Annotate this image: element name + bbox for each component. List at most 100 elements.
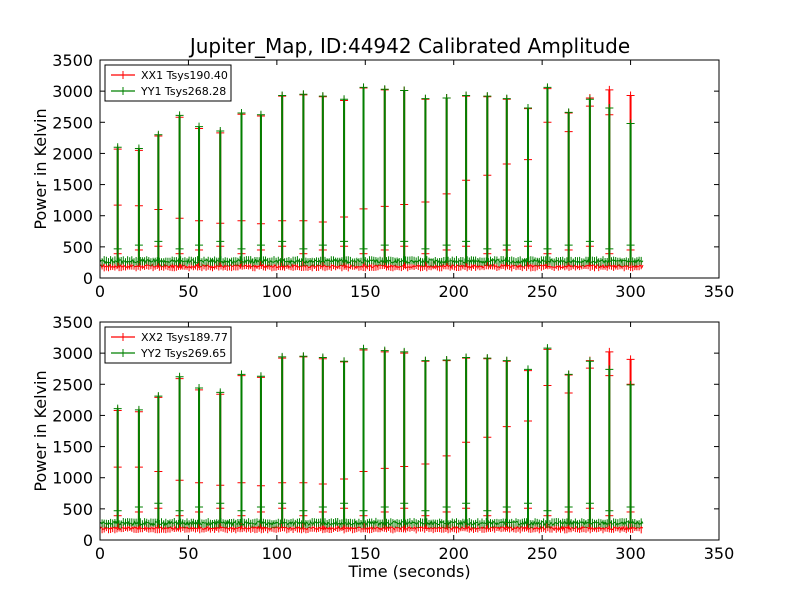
peak-marker [278, 352, 287, 361]
x-tick-label: 350 [704, 544, 735, 563]
peak-marker [154, 130, 163, 139]
peak-marker [154, 392, 163, 401]
axes-frame [99, 59, 720, 279]
peak-marker [626, 355, 635, 364]
peak-marker [626, 119, 635, 128]
peak-marker [175, 372, 184, 381]
peak-marker [400, 347, 409, 356]
peak-marker [256, 372, 265, 381]
peak-marker [299, 90, 308, 99]
peak-marker [318, 92, 327, 101]
peak-marker [421, 356, 430, 365]
y-tick-label: 2000 [52, 406, 93, 425]
y-tick-label: 3500 [52, 51, 93, 70]
peak-marker [278, 91, 287, 100]
x-tick-label: 300 [615, 282, 646, 301]
peak-marker [195, 122, 204, 131]
legend-label: YY1 Tsys268.28 [140, 85, 226, 98]
peak-marker [237, 370, 246, 379]
x-tick-label: 0 [95, 544, 105, 563]
peak-marker [134, 144, 143, 153]
peak-marker [564, 370, 573, 379]
peak-marker [462, 91, 471, 100]
peak-marker [605, 347, 614, 356]
legend-box [104, 326, 232, 364]
legend-box [104, 64, 232, 102]
x-tick-label: 200 [438, 282, 469, 301]
x-tick-label: 250 [527, 282, 558, 301]
y-tick-label: 3000 [52, 344, 93, 363]
peak-marker [380, 85, 389, 94]
peak-marker [442, 93, 451, 102]
peak-marker [216, 388, 225, 397]
x-tick-label: 100 [262, 544, 293, 563]
y-tick-label: 0 [83, 269, 93, 288]
y-tick-label: 2500 [52, 375, 93, 394]
legend: XX1 Tsys190.40 YY1 Tsys268.28 [104, 64, 232, 102]
x-tick-label: 300 [615, 544, 646, 563]
peak-marker [421, 94, 430, 103]
peak-marker [256, 110, 265, 119]
y-tick-label: 1500 [52, 176, 93, 195]
peak-marker [585, 357, 594, 366]
top-subplot: 0 50 100 150 200 250 300 3500500100015002000250… [31, 51, 734, 301]
x-tick-label: 200 [438, 544, 469, 563]
peak-marker [543, 344, 552, 353]
peak-marker [175, 111, 184, 120]
x-axis-label: Time (seconds) [347, 562, 470, 581]
peak-marker [626, 91, 635, 100]
y-tick-label: 3500 [52, 313, 93, 332]
peak-marker [318, 353, 327, 362]
legend-label: XX1 Tsys190.40 [141, 69, 228, 82]
y-tick-label: 0 [83, 531, 93, 550]
peak-marker [237, 108, 246, 117]
x-tick-label: 0 [95, 282, 105, 301]
peak-marker [134, 405, 143, 414]
peak-marker [605, 103, 614, 112]
x-tick-label: 150 [350, 282, 381, 301]
y-tick-label: 1000 [52, 207, 93, 226]
legend: XX2 Tsys189.77 YY2 Tsys269.65 [104, 326, 232, 364]
peak-marker [299, 352, 308, 361]
legend-label: XX2 Tsys189.77 [141, 331, 228, 344]
peak-marker [523, 103, 532, 112]
y-tick-label: 500 [62, 500, 93, 519]
y-tick-label: 2000 [52, 144, 93, 163]
peak-marker [113, 404, 122, 413]
peak-marker [605, 365, 614, 374]
x-tick-label: 50 [178, 544, 198, 563]
peak-marker [626, 380, 635, 389]
legend-label: YY2 Tsys269.65 [140, 347, 226, 360]
peak-marker [195, 384, 204, 393]
peak-marker [359, 344, 368, 353]
peak-marker [400, 86, 409, 95]
peak-marker [340, 95, 349, 104]
peak-marker [442, 355, 451, 364]
y-axis-label: Power in Kelvin [31, 370, 50, 491]
x-tick-label: 50 [178, 282, 198, 301]
peak-marker [502, 356, 511, 365]
y-tick-label: 2500 [52, 113, 93, 132]
peak-marker [359, 83, 368, 92]
peak-marker [605, 85, 614, 94]
axes-frame [99, 321, 720, 541]
y-tick-label: 3000 [52, 82, 93, 101]
peak-marker [113, 143, 122, 152]
peak-marker [462, 353, 471, 362]
chart-title: Jupiter_Map, ID:44942 Calibrated Amplitu… [188, 34, 630, 58]
peak-marker [543, 83, 552, 92]
y-tick-label: 1000 [52, 469, 93, 488]
peak-marker [523, 365, 532, 374]
x-tick-label: 350 [704, 282, 735, 301]
peak-marker [502, 94, 511, 103]
y-axis-label: Power in Kelvin [31, 108, 50, 229]
bottom-subplot: 0 50 100 150 200 250 300 3500500100015002000250… [31, 313, 734, 581]
peak-marker [585, 95, 594, 104]
peak-marker [380, 346, 389, 355]
series-2 [99, 83, 644, 267]
peak-marker [340, 357, 349, 366]
peak-marker [564, 108, 573, 117]
y-tick-label: 1500 [52, 438, 93, 457]
peak-marker [483, 92, 492, 101]
